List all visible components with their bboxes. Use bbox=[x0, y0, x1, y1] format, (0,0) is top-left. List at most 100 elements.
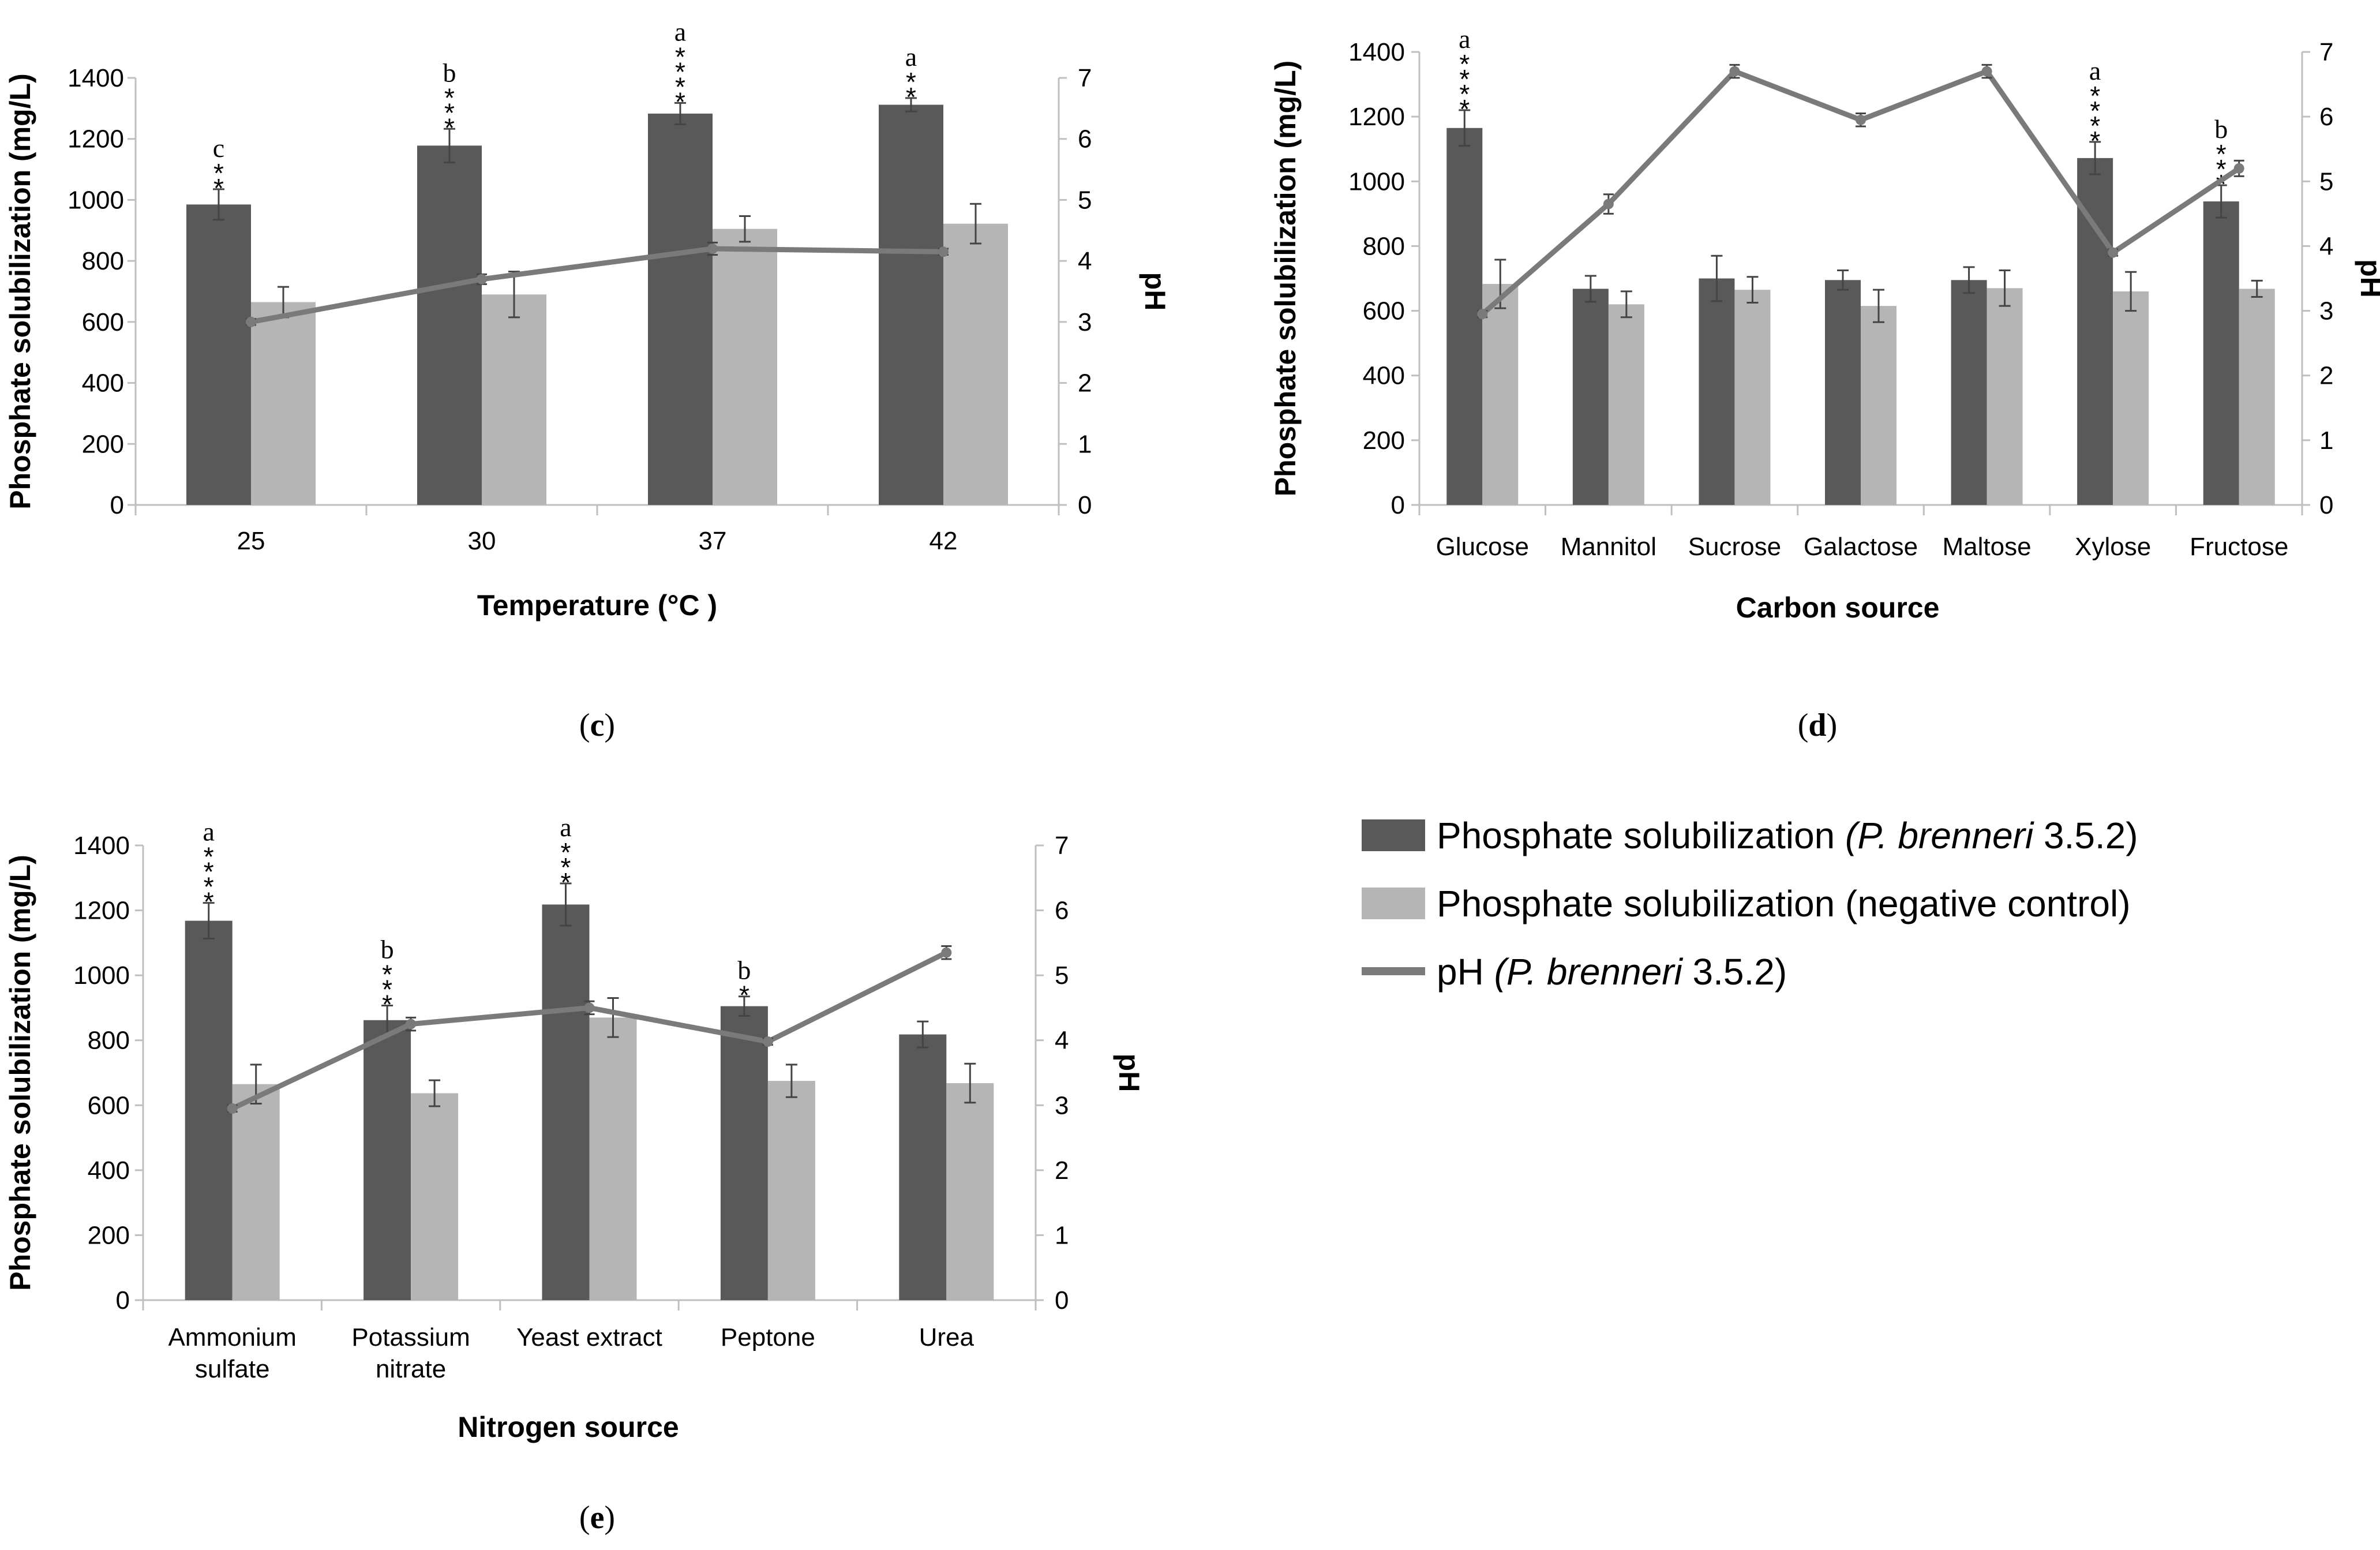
bar-bacteria bbox=[899, 1034, 947, 1300]
x-category-label: Yeast extract bbox=[516, 1323, 662, 1351]
y-tick-label: 200 bbox=[88, 1221, 130, 1249]
y2-tick-label: 2 bbox=[1078, 369, 1092, 398]
x-category-label: Fructose bbox=[2190, 533, 2288, 561]
significance-star: * bbox=[204, 887, 214, 917]
legend: Phosphate solubilization (P. brenneri 3.… bbox=[1362, 815, 2138, 993]
significance-star: * bbox=[675, 42, 685, 72]
ph-line bbox=[1481, 69, 2241, 316]
bar-bacteria bbox=[1446, 128, 1483, 506]
y-tick-label: 200 bbox=[1363, 426, 1405, 455]
y-tick-label: 1200 bbox=[73, 897, 130, 925]
legend-label-ph: pH (P. brenneri 3.5.2) bbox=[1437, 951, 1787, 993]
bar-control bbox=[1734, 290, 1771, 505]
significance-star: * bbox=[675, 57, 685, 87]
ph-point bbox=[1729, 66, 1740, 77]
y-tick-label: 800 bbox=[1363, 232, 1405, 260]
significance-star: * bbox=[1459, 79, 1470, 109]
ph-line bbox=[250, 246, 944, 325]
y2-tick-label: 6 bbox=[1055, 897, 1069, 925]
bar-control bbox=[946, 1083, 994, 1300]
y-tick-label: 600 bbox=[82, 308, 124, 336]
y-tick-label: 0 bbox=[110, 491, 124, 519]
y2-tick-label: 4 bbox=[2319, 232, 2333, 260]
y2-tick-label: 7 bbox=[1078, 64, 1092, 92]
ph-point bbox=[707, 244, 718, 254]
y2-tick-label: 4 bbox=[1078, 247, 1092, 275]
x-category-label: Mannitol bbox=[1561, 533, 1656, 561]
bar-bacteria bbox=[879, 104, 943, 505]
y2-tick-label: 3 bbox=[1055, 1091, 1069, 1120]
significance-star: * bbox=[675, 87, 685, 117]
x-axis-title: Nitrogen source bbox=[458, 1411, 679, 1443]
x-category-label: 37 bbox=[699, 527, 727, 555]
y2-tick-label: 5 bbox=[1055, 961, 1069, 990]
bar-control bbox=[713, 229, 777, 505]
bar-control bbox=[232, 1084, 280, 1300]
bar-bacteria bbox=[417, 145, 482, 506]
y2-tick-label: 1 bbox=[1078, 430, 1092, 458]
y2-tick-label: 5 bbox=[1078, 186, 1092, 214]
y2-tick-label: 6 bbox=[2319, 103, 2333, 131]
significance-letter: a bbox=[203, 817, 214, 847]
bar-bacteria bbox=[186, 204, 251, 505]
y2-tick-label: 0 bbox=[1078, 491, 1092, 519]
x-category-label: Glucose bbox=[1436, 533, 1529, 561]
significance-star: * bbox=[382, 959, 392, 989]
bar-bacteria bbox=[363, 1020, 411, 1300]
y2-tick-label: 3 bbox=[1078, 308, 1092, 336]
y2-tick-label: 2 bbox=[2319, 362, 2333, 390]
x-category-label: Sucrose bbox=[1688, 533, 1781, 561]
y-tick-label: 600 bbox=[88, 1091, 130, 1120]
significance-star: * bbox=[444, 83, 455, 113]
significance-star: * bbox=[444, 98, 455, 128]
legend-label-bacteria: Phosphate solubilization (P. brenneri 3.… bbox=[1437, 815, 2138, 856]
significance-letter: b bbox=[2214, 114, 2228, 144]
bar-control bbox=[2239, 289, 2275, 505]
y2-tick-label: 0 bbox=[1055, 1286, 1069, 1315]
chart-panel-nitrogen-source: 0 200 400 600 800 1000 1200 1400 0 1 2 3 4 5 6 7 Phospha… bbox=[4, 813, 1145, 1536]
ph-point bbox=[2108, 247, 2119, 258]
significance-star: * bbox=[906, 67, 916, 97]
significance-star: * bbox=[561, 867, 571, 897]
bar-bacteria bbox=[2077, 158, 2113, 505]
x-category-label: Maltose bbox=[1943, 533, 2032, 561]
panel-label: (e) bbox=[579, 1500, 615, 1536]
significance-letter: a bbox=[1459, 24, 1470, 54]
ph-point bbox=[1603, 199, 1614, 209]
y2-axis-title: pH bbox=[2355, 259, 2380, 298]
significance-star: * bbox=[204, 857, 214, 887]
bar-control bbox=[1987, 288, 2023, 505]
significance-star: * bbox=[204, 872, 214, 902]
significance-star: * bbox=[2090, 126, 2100, 156]
y2-tick-label: 7 bbox=[1055, 832, 1069, 860]
y-tick-label: 1400 bbox=[1348, 38, 1405, 66]
y-tick-label: 1400 bbox=[68, 64, 124, 92]
significance-star: * bbox=[213, 173, 224, 203]
y-tick-label: 1200 bbox=[1348, 103, 1405, 131]
significance-star: * bbox=[561, 852, 571, 882]
y2-tick-label: 7 bbox=[2319, 38, 2333, 66]
x-category-label: Galactose bbox=[1804, 533, 1918, 561]
bar-control bbox=[943, 223, 1008, 505]
y2-tick-label: 4 bbox=[1055, 1027, 1069, 1055]
bar-bacteria bbox=[2203, 201, 2239, 505]
significance-letter: a bbox=[674, 17, 686, 46]
legend-label-control: Phosphate solubilization (negative contr… bbox=[1437, 883, 2131, 924]
ph-point bbox=[584, 1002, 595, 1013]
significance-star: * bbox=[906, 82, 916, 112]
x-category-label: sulfate bbox=[195, 1355, 270, 1383]
bar-bacteria bbox=[1572, 289, 1609, 505]
significance-letter: a bbox=[2089, 56, 2101, 85]
y-tick-label: 600 bbox=[1363, 297, 1405, 325]
y-axis-title: Phosphate solubilization (mg/L) bbox=[4, 73, 36, 510]
bar-control bbox=[2113, 291, 2149, 505]
significance-star: * bbox=[444, 113, 455, 143]
significance-star: * bbox=[2090, 81, 2100, 111]
bar-control bbox=[411, 1093, 459, 1300]
x-category-label: Ammonium bbox=[168, 1323, 297, 1351]
significance-star: * bbox=[561, 837, 571, 867]
y-tick-label: 1000 bbox=[68, 186, 124, 214]
x-category-label: 42 bbox=[929, 527, 958, 555]
chart-panel-temperature: 0 200 400 600 800 1000 1200 1400 0 1 2 3 4 5 6 7 Phospha… bbox=[4, 17, 1171, 743]
